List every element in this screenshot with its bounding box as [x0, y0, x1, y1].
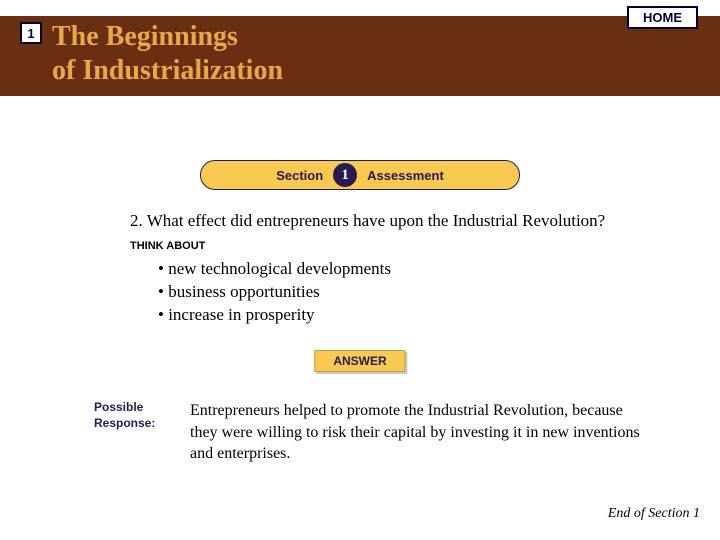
answer-button[interactable]: ANSWER — [314, 350, 405, 372]
title-line-2: of Industrialization — [52, 55, 283, 86]
question-bullets: new technological developments business … — [130, 258, 610, 327]
answer-button-label: ANSWER — [333, 354, 386, 368]
home-button-label: HOME — [643, 10, 682, 25]
question-text: 2. What effect did entrepreneurs have up… — [130, 211, 605, 230]
response-label: Possible Response: — [94, 400, 166, 465]
footer-text: End of Section 1 — [608, 506, 700, 522]
section-badge: 1 — [20, 22, 42, 44]
question-block: 2. What effect did entrepreneurs have up… — [130, 210, 610, 327]
section-badge-number: 1 — [27, 26, 34, 41]
bullet-item: business opportunities — [158, 281, 610, 304]
page-title: The Beginnings of Industrialization — [52, 20, 283, 87]
section-assessment-pill: Section 1 Assessment — [200, 160, 520, 190]
response-block: Possible Response: Entrepreneurs helped … — [94, 400, 644, 465]
title-line-1: The Beginnings — [52, 21, 238, 52]
pill-right-label: Assessment — [367, 168, 444, 183]
home-button[interactable]: HOME — [627, 6, 698, 29]
pill-number: 1 — [333, 163, 357, 187]
pill-left-label: Section — [276, 168, 323, 183]
think-about-label: THINK ABOUT — [130, 240, 205, 252]
response-text: Entrepreneurs helped to promote the Indu… — [190, 400, 644, 465]
bullet-item: increase in prosperity — [158, 304, 610, 327]
bullet-item: new technological developments — [158, 258, 610, 281]
pill-inner: Section 1 Assessment — [276, 163, 444, 187]
